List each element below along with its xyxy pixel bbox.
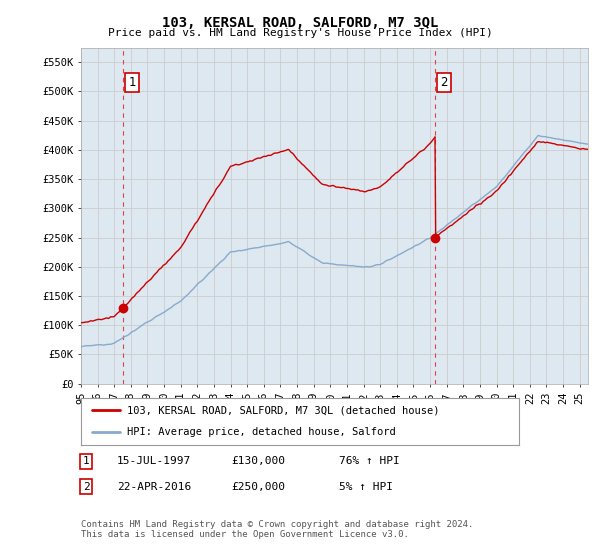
- Text: 103, KERSAL ROAD, SALFORD, M7 3QL: 103, KERSAL ROAD, SALFORD, M7 3QL: [162, 16, 438, 30]
- Text: 2: 2: [83, 482, 89, 492]
- Text: Price paid vs. HM Land Registry's House Price Index (HPI): Price paid vs. HM Land Registry's House …: [107, 28, 493, 38]
- Text: 15-JUL-1997: 15-JUL-1997: [117, 456, 191, 466]
- Text: 22-APR-2016: 22-APR-2016: [117, 482, 191, 492]
- Text: HPI: Average price, detached house, Salford: HPI: Average price, detached house, Salf…: [127, 427, 396, 437]
- Text: 2: 2: [440, 76, 448, 90]
- Text: 103, KERSAL ROAD, SALFORD, M7 3QL (detached house): 103, KERSAL ROAD, SALFORD, M7 3QL (detac…: [127, 405, 439, 416]
- Text: £250,000: £250,000: [231, 482, 285, 492]
- Text: 1: 1: [83, 456, 89, 466]
- Text: Contains HM Land Registry data © Crown copyright and database right 2024.
This d: Contains HM Land Registry data © Crown c…: [81, 520, 473, 539]
- Text: 1: 1: [128, 76, 136, 90]
- Text: £130,000: £130,000: [231, 456, 285, 466]
- Text: 5% ↑ HPI: 5% ↑ HPI: [339, 482, 393, 492]
- Text: 76% ↑ HPI: 76% ↑ HPI: [339, 456, 400, 466]
